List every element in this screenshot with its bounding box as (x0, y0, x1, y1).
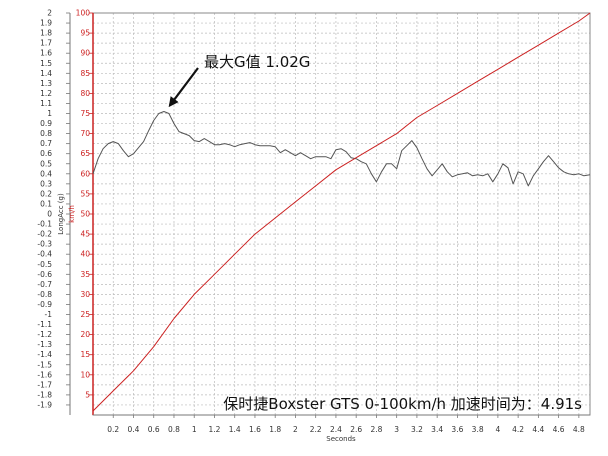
x-tick-label: 1.4 (229, 425, 241, 434)
x-tick-label: 2.6 (350, 425, 362, 434)
g-tick-label: 0 (47, 210, 52, 219)
g-tick-label: 0.4 (40, 169, 52, 178)
g-tick-label: 1.6 (40, 49, 52, 58)
kmh-tick-label: 20 (80, 330, 90, 339)
g-tick-label: 1.2 (40, 89, 52, 98)
x-tick-label: 3.2 (411, 425, 423, 434)
g-tick-label: -1.6 (37, 370, 52, 379)
g-tick-label: 1.7 (40, 39, 52, 48)
kmh-tick-label: 50 (80, 210, 90, 219)
x-tick-label: 3.6 (451, 425, 463, 434)
x-tick-label: 3.4 (431, 425, 443, 434)
g-tick-label: -0.8 (37, 290, 52, 299)
right-axis-label: km/h (68, 205, 76, 223)
g-tick-label: -0.9 (37, 300, 52, 309)
caption: 保时捷Boxster GTS 0-100km/h 加速时间为：4.91s (223, 395, 582, 413)
g-tick-label: 0.9 (40, 119, 52, 128)
kmh-tick-label: 100 (76, 9, 91, 18)
x-tick-label: 3 (394, 425, 399, 434)
kmh-tick-label: 90 (80, 49, 90, 58)
x-tick-label: 4.8 (573, 425, 585, 434)
x-tick-label: 4.2 (512, 425, 524, 434)
g-tick-label: -1.8 (37, 390, 52, 399)
caption-text: 保时捷Boxster GTS 0-100km/h 加速时间为：4.91s (223, 395, 582, 413)
axis-labels: Seconds LongAcc (g) km/h (57, 193, 356, 443)
g-tick-label: -1.2 (37, 330, 52, 339)
g-tick-label: -0.4 (37, 250, 52, 259)
x-tick-label: 2 (293, 425, 298, 434)
left-axis-label: LongAcc (g) (57, 193, 65, 235)
x-tick-label: 0.4 (128, 425, 140, 434)
kmh-tick-label: 85 (80, 69, 90, 78)
g-tick-label: 1.1 (40, 99, 52, 108)
series-lines (92, 12, 591, 412)
g-tick-label: 1.3 (40, 79, 52, 88)
g-tick-label: -1.9 (37, 400, 52, 409)
kmh-tick-label: 25 (80, 310, 90, 319)
g-tick-label: 1.5 (40, 59, 52, 68)
x-tick-label: 4.6 (553, 425, 565, 434)
g-tick-label: 2 (47, 9, 52, 18)
g-tick-label: -1.5 (37, 360, 52, 369)
kmh-tick-label: 80 (80, 89, 90, 98)
kmh-tick-label: 75 (80, 109, 90, 118)
g-tick-label: 1.4 (40, 69, 52, 78)
g-tick-label: 0.8 (40, 129, 52, 138)
g-tick-label: -1.4 (37, 350, 52, 359)
kmh-tick-label: 60 (80, 169, 90, 178)
g-tick-label: -1.1 (37, 320, 52, 329)
grid (93, 13, 590, 416)
x-tick-label: 2.2 (310, 425, 322, 434)
kmh-tick-label: 95 (80, 29, 90, 38)
g-tick-label: 0.1 (40, 199, 52, 208)
g-tick-label: 0.3 (40, 179, 52, 188)
g-tick-label: 0.2 (40, 189, 52, 198)
kmh-tick-label: 45 (80, 230, 90, 239)
x-tick-label: 0.8 (168, 425, 180, 434)
g-tick-label: -0.1 (37, 220, 52, 229)
g-tick-label: 1 (47, 109, 52, 118)
annotation-label: 最大G值 1.02G (204, 53, 310, 71)
peak-annotation: 最大G值 1.02G (168, 53, 310, 108)
series-line-speed (92, 12, 591, 412)
kmh-tick-label: 40 (80, 250, 90, 259)
kmh-tick-label: 70 (80, 129, 90, 138)
g-tick-label: -0.6 (37, 270, 52, 279)
g-tick-label: 0.7 (40, 139, 52, 148)
kmh-tick-label: 5 (85, 390, 90, 399)
x-tick-label: 2.4 (330, 425, 342, 434)
g-tick-label: 0.5 (40, 159, 52, 168)
x-axis-label: Seconds (326, 435, 356, 443)
g-tick-label: 1.8 (40, 29, 52, 38)
g-tick-label: -0.5 (37, 260, 52, 269)
g-tick-label: 0.6 (40, 149, 52, 158)
g-tick-label: -1 (45, 310, 53, 319)
kmh-tick-label: 65 (80, 149, 90, 158)
series-line-longacc (92, 111, 591, 187)
kmh-tick-label: 55 (80, 189, 90, 198)
x-tick-label: 4.4 (532, 425, 544, 434)
x-tick-label: 1 (192, 425, 197, 434)
g-tick-label: -1.7 (37, 380, 52, 389)
g-tick-label: -1.3 (37, 340, 52, 349)
x-tick-label: 2.8 (370, 425, 382, 434)
g-tick-label: -0.3 (37, 240, 52, 249)
kmh-tick-label: 35 (80, 270, 90, 279)
x-tick-label: 4 (495, 425, 500, 434)
kmh-tick-label: 15 (80, 350, 90, 359)
kmh-tick-label: 10 (80, 370, 90, 379)
g-tick-label: -0.7 (37, 280, 52, 289)
x-tick-label: 1.2 (208, 425, 220, 434)
kmh-tick-label: 30 (80, 290, 90, 299)
tick-labels: 21.91.81.71.61.51.41.31.21.110.90.80.70.… (37, 9, 585, 435)
x-tick-label: 1.6 (249, 425, 261, 434)
x-tick-label: 3.8 (472, 425, 484, 434)
x-tick-label: 0.6 (148, 425, 160, 434)
x-tick-label: 1.8 (269, 425, 281, 434)
x-tick-label: 0.2 (107, 425, 119, 434)
annotation-arrow (168, 67, 199, 108)
g-tick-label: -0.2 (37, 230, 52, 239)
g-tick-label: 1.9 (40, 19, 52, 28)
